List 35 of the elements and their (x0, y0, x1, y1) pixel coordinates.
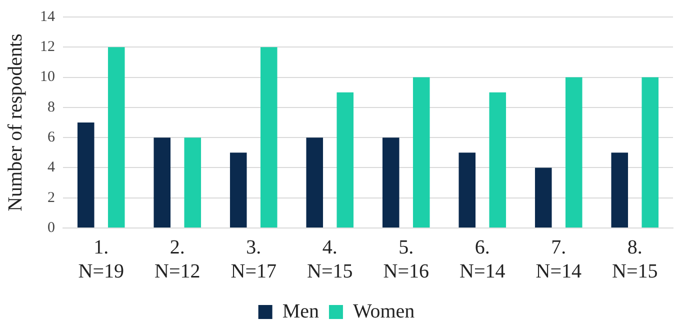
x-tick-label: 4. N=15 (307, 236, 353, 282)
bar (306, 138, 324, 228)
bar (412, 77, 430, 228)
bar (642, 77, 659, 228)
x-tick-label: 2. N=12 (154, 236, 200, 282)
y-tick-label: 10 (40, 69, 55, 86)
y-tick-label: 4 (48, 160, 56, 176)
bar (458, 152, 476, 228)
bar (230, 152, 247, 228)
x-tick-label: 5. N=16 (383, 236, 429, 282)
bar (154, 138, 171, 228)
y-tick-label: 6 (48, 130, 56, 146)
bar (489, 92, 506, 228)
bar (565, 77, 582, 228)
y-tick-label: 0 (48, 220, 55, 236)
bar (336, 92, 354, 228)
bar (77, 122, 94, 228)
x-tick-label: 7. N=14 (536, 236, 582, 282)
bar (611, 152, 628, 228)
x-tick-label: 1. N=19 (78, 236, 124, 282)
legend-label: Women (352, 300, 415, 322)
bar (184, 138, 202, 228)
bar (534, 168, 552, 228)
bar (108, 47, 125, 228)
y-tick-label: 8 (48, 99, 55, 116)
x-tick-label: 6. N=14 (460, 236, 506, 282)
y-tick-label: 2 (48, 190, 55, 206)
y-tick-label: 12 (40, 39, 55, 56)
y-axis-title: Number of respodents (4, 33, 26, 212)
bar (260, 47, 278, 228)
legend-label: Men (282, 300, 319, 322)
x-tick-label: 8. N=15 (612, 236, 658, 282)
bar (382, 138, 400, 228)
x-tick-label: 3. N=17 (230, 236, 276, 282)
y-tick-label: 14 (40, 8, 56, 25)
